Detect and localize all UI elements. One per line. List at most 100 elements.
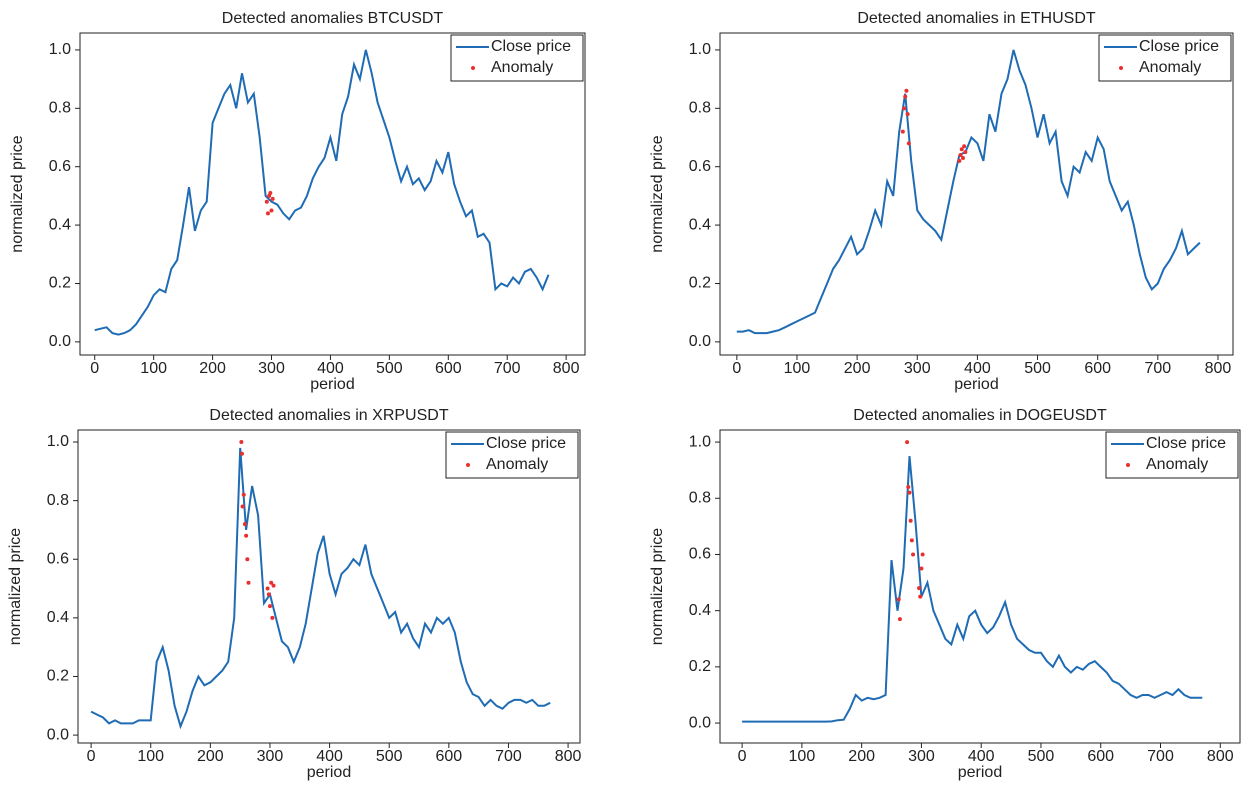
legend-swatch — [466, 463, 470, 467]
anomaly-point — [246, 580, 251, 585]
legend-label: Close price — [1139, 38, 1219, 55]
plot-frame — [719, 429, 1241, 744]
price-line — [94, 49, 550, 336]
anomaly-point — [918, 594, 923, 599]
x-tick-label: 0 — [732, 360, 741, 377]
x-tick-label: 300 — [257, 748, 284, 765]
anomaly-point — [960, 155, 965, 160]
anomaly-point — [270, 196, 275, 201]
anomaly-point — [909, 538, 914, 543]
legend-box — [450, 34, 584, 82]
anomaly-point — [245, 557, 250, 562]
anomaly-point — [266, 592, 271, 597]
y-tick-label: 0.2 — [47, 668, 69, 685]
x-tick-label: 0 — [90, 360, 99, 377]
x-tick-label: 700 — [1144, 360, 1171, 377]
y-tick-label: 0.0 — [47, 726, 69, 743]
chart-title: Detected anomalies in DOGEUSDT — [853, 407, 1107, 424]
legend-label: Close price — [486, 435, 566, 452]
x-tick-label: 300 — [908, 748, 935, 765]
y-tick-label: 1.0 — [689, 433, 711, 450]
legend-box — [1105, 431, 1239, 479]
anomaly-point — [242, 522, 247, 527]
y-tick-label: 0.4 — [689, 602, 711, 619]
y-tick-label: 0.8 — [47, 492, 69, 509]
anomaly-point — [241, 492, 246, 497]
anomaly-point — [897, 617, 902, 622]
x-tick-label: 700 — [495, 748, 522, 765]
x-tick-label: 200 — [844, 360, 871, 377]
y-axis-label: normalized price — [649, 528, 666, 645]
anomaly-point — [264, 199, 269, 204]
y-tick-label: 0.6 — [49, 158, 71, 175]
anomaly-point — [959, 147, 964, 152]
y-tick-label: 0.4 — [47, 609, 69, 626]
anomaly-point — [917, 586, 922, 591]
x-tick-label: 0 — [87, 748, 96, 765]
y-tick-label: 0.0 — [689, 714, 711, 731]
y-tick-label: 0.0 — [689, 333, 711, 350]
x-tick-label: 300 — [904, 360, 931, 377]
legend-label: Anomaly — [491, 59, 553, 76]
y-tick-label: 0.6 — [689, 546, 711, 563]
x-tick-label: 800 — [1207, 748, 1234, 765]
legend-swatch — [1126, 463, 1130, 467]
anomaly-point — [908, 518, 913, 523]
x-tick-label: 0 — [738, 748, 747, 765]
x-tick-label: 700 — [494, 360, 521, 377]
anomaly-point — [957, 158, 962, 163]
y-axis-label: normalized price — [649, 135, 666, 252]
anomaly-point — [271, 583, 276, 588]
anomaly-point — [902, 106, 907, 111]
y-tick-label: 1.0 — [689, 41, 711, 58]
anomaly-point — [239, 440, 244, 445]
legend-box — [1098, 34, 1232, 82]
x-tick-label: 500 — [376, 748, 403, 765]
plot-frame — [719, 32, 1234, 356]
anomaly-point — [269, 580, 274, 585]
anomaly-point — [911, 552, 916, 557]
y-tick-label: 0.2 — [49, 275, 71, 292]
x-tick-label: 400 — [964, 360, 991, 377]
y-tick-label: 1.0 — [47, 433, 69, 450]
anomaly-point — [239, 451, 244, 456]
plot-frame — [79, 32, 586, 356]
x-tick-label: 800 — [555, 748, 582, 765]
x-tick-label: 200 — [848, 748, 875, 765]
anomaly-point — [244, 533, 249, 538]
x-tick-label: 200 — [199, 360, 226, 377]
x-axis-label: period — [958, 764, 1002, 781]
y-axis-label: normalized price — [9, 135, 26, 252]
anomaly-point — [905, 440, 910, 445]
price-line — [742, 456, 1203, 723]
anomaly-point — [920, 552, 925, 557]
y-tick-label: 0.2 — [689, 658, 711, 675]
legend-label: Close price — [491, 38, 571, 55]
anomaly-point — [896, 597, 901, 602]
anomaly-point — [267, 604, 272, 609]
y-tick-label: 0.6 — [689, 158, 711, 175]
plot-frame — [77, 429, 581, 744]
anomaly-point — [958, 153, 963, 158]
legend-swatch — [471, 66, 475, 70]
x-tick-label: 100 — [789, 748, 816, 765]
y-tick-label: 0.6 — [47, 550, 69, 567]
chart-title: Detected anomalies in XRPUSDT — [209, 407, 448, 424]
y-tick-label: 0.8 — [689, 489, 711, 506]
anomaly-point — [919, 566, 924, 571]
legend-label: Anomaly — [1139, 59, 1201, 76]
legend-label: Anomaly — [1146, 456, 1208, 473]
price-line — [736, 49, 1201, 335]
x-tick-label: 400 — [316, 748, 343, 765]
x-axis-label: period — [310, 376, 354, 393]
y-tick-label: 1.0 — [49, 41, 71, 58]
anomaly-point — [907, 490, 912, 495]
x-axis-label: period — [307, 764, 351, 781]
x-tick-label: 200 — [197, 748, 224, 765]
y-tick-label: 0.4 — [49, 216, 71, 233]
anomaly-point — [240, 504, 245, 509]
anomaly-point — [904, 88, 909, 93]
price-line — [90, 447, 551, 730]
y-tick-label: 0.4 — [689, 216, 711, 233]
anomaly-point — [900, 129, 905, 134]
